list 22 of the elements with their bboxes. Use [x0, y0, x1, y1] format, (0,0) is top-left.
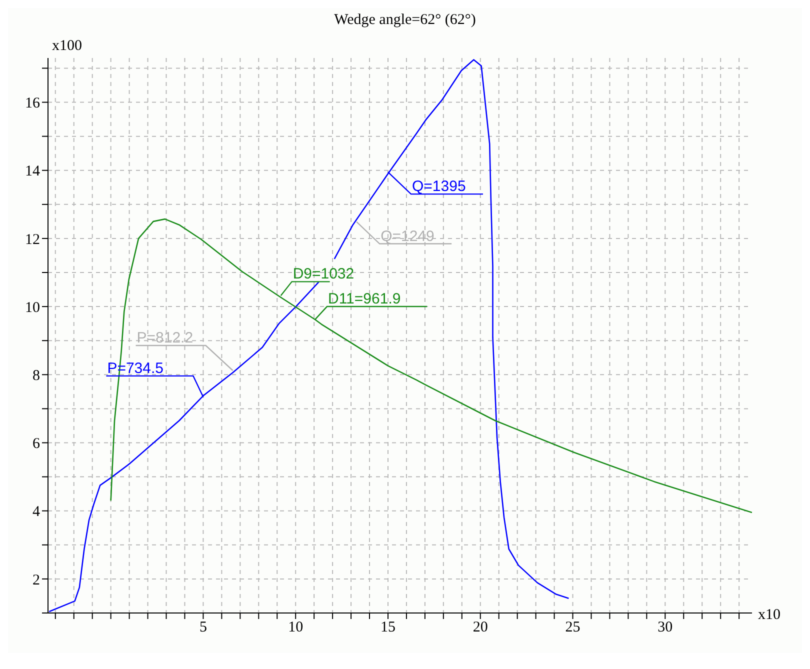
annotation: D9=1032 — [292, 266, 354, 283]
y-tick-label: 14 — [25, 164, 40, 180]
x-tick-label: 5 — [199, 620, 207, 636]
annotation: Q=1249 — [380, 228, 434, 245]
y-axis-title: x100 — [52, 38, 82, 54]
y-tick-label: 4 — [32, 504, 40, 520]
y-tick-label: 2 — [32, 572, 40, 588]
y-tick-label: 8 — [32, 368, 40, 384]
x-tick-label: 30 — [658, 620, 673, 636]
x-tick-label: 10 — [288, 620, 304, 636]
x-tick-label: 25 — [565, 620, 580, 636]
x-tick-label: 20 — [472, 620, 488, 636]
y-tick-label: 10 — [25, 300, 40, 316]
annotation: P=812.2 — [136, 330, 194, 346]
annotation: Q=1395 — [412, 178, 466, 196]
x-tick-label: 15 — [380, 620, 396, 636]
x-axis-title: x10 — [758, 607, 780, 623]
y-tick-label: 12 — [25, 232, 40, 248]
chart-title: Wedge angle=62° (62°) — [333, 12, 477, 29]
annotation: D11=961.9 — [328, 290, 401, 308]
y-tick-label: 16 — [25, 96, 40, 112]
y-tick-label: 6 — [32, 436, 40, 452]
